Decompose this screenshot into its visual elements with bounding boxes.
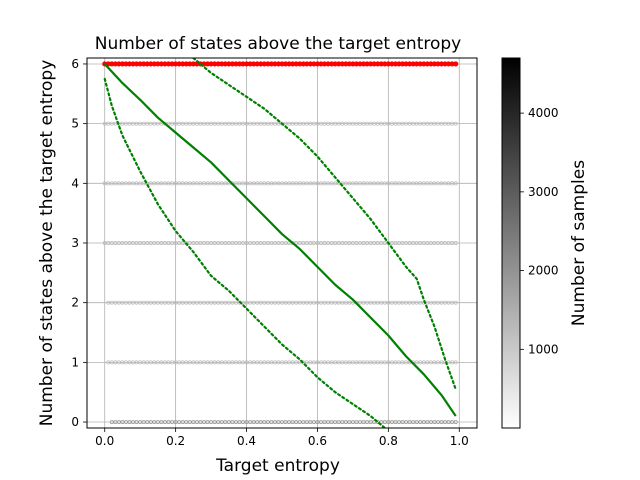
x-tick-label: 0.2: [166, 434, 185, 448]
x-tick-label: 0.4: [237, 434, 256, 448]
series-lines: [103, 58, 457, 428]
y-tick-label: 1: [71, 355, 79, 369]
colorbar-tick-label: 2000: [528, 264, 559, 278]
x-axis-ticks: 0.0 0.2 0.4 0.6 0.8 1.0: [95, 428, 469, 448]
y-tick-label: 2: [71, 296, 79, 310]
sample-row: [102, 121, 458, 126]
colorbar-ticks: 1000 2000 3000 4000: [520, 106, 559, 356]
sample-point: [453, 360, 458, 365]
colorbar-tick-label: 3000: [528, 185, 559, 199]
y-tick-label: 0: [71, 415, 79, 429]
series-line-solid: [103, 63, 457, 417]
sample-point: [453, 241, 458, 245]
sample-point: [453, 121, 458, 126]
x-tick-label: 0.0: [95, 434, 114, 448]
series-line-dotted: [192, 58, 457, 391]
colorbar-label: Number of samples: [569, 160, 589, 326]
colorbar-tick-label: 1000: [528, 342, 559, 356]
sample-row: [102, 181, 458, 186]
sample-point: [453, 181, 458, 186]
x-tick-label: 0.6: [308, 434, 327, 448]
y-tick-label: 4: [71, 176, 79, 190]
y-tick-label: 3: [71, 236, 79, 250]
colorbar: [501, 57, 521, 429]
sample-row: [106, 360, 458, 365]
sample-point: [453, 300, 458, 305]
series-line-dotted: [103, 77, 386, 428]
sample-point: [453, 61, 459, 67]
y-tick-label: 5: [71, 117, 79, 131]
sample-row: [102, 241, 458, 245]
sample-row: [102, 61, 459, 67]
y-tick-label: 6: [71, 57, 79, 71]
x-axis-label: Target entropy: [215, 456, 340, 476]
x-tick-label: 1.0: [450, 434, 469, 448]
sample-row: [109, 420, 458, 424]
chart-title: Number of states above the target entrop…: [95, 34, 462, 54]
x-tick-label: 0.8: [379, 434, 398, 448]
y-axis-ticks: 0 1 2 3 4 5 6: [71, 57, 87, 429]
y-axis-label: Number of states above the target entrop…: [37, 60, 57, 427]
sample-rows: [102, 61, 459, 424]
colorbar-tick-label: 4000: [528, 106, 559, 120]
sample-point: [453, 420, 458, 424]
